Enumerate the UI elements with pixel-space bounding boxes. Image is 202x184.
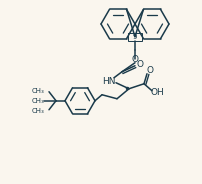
Text: CH₃: CH₃ [32, 88, 44, 94]
Text: OH: OH [150, 88, 164, 97]
Text: 9: 9 [133, 34, 137, 40]
Text: CH₃: CH₃ [32, 98, 44, 104]
Text: HN: HN [102, 77, 116, 86]
Text: CH₃: CH₃ [32, 108, 44, 114]
FancyBboxPatch shape [128, 33, 142, 41]
Text: O: O [132, 55, 139, 64]
Text: O: O [146, 66, 154, 75]
Text: O: O [137, 60, 143, 69]
